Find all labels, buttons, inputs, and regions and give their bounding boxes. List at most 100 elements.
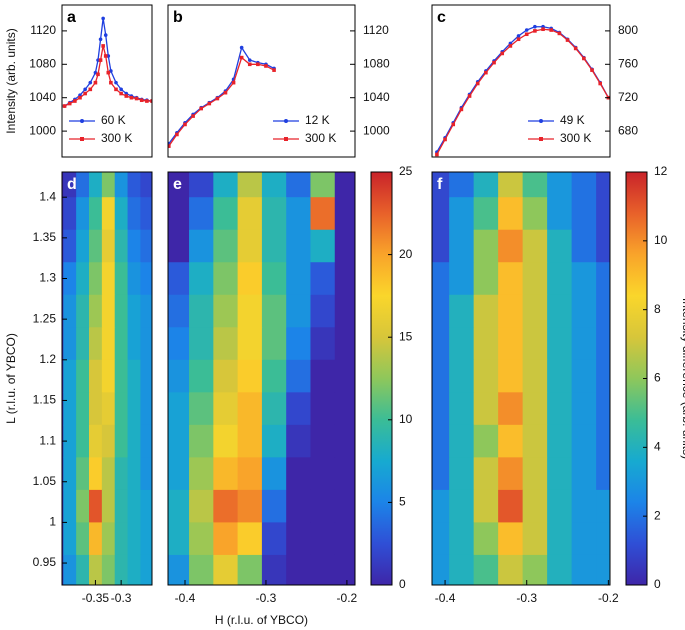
- legend-marker: [539, 137, 543, 141]
- heatmap-cell: [334, 294, 355, 328]
- heatmap-cell: [237, 522, 263, 556]
- heatmap-cell: [473, 229, 499, 263]
- heatmap-cell: [432, 392, 450, 426]
- heatmap-cell: [261, 359, 287, 393]
- heatmap-cell: [213, 489, 239, 523]
- y-tick-label: 1080: [29, 56, 56, 70]
- heatmap-cell: [189, 424, 214, 458]
- heatmap-cell: [310, 489, 336, 523]
- heatmap-cell: [168, 327, 190, 361]
- heatmap-cell: [498, 262, 524, 296]
- heatmap-cell: [213, 554, 239, 585]
- x-tick-label: -0.2: [598, 591, 619, 605]
- heatmap-cell: [237, 359, 263, 393]
- heatmap-cell: [76, 457, 90, 491]
- heatmap-cell: [213, 197, 239, 231]
- heatmap-cell: [522, 554, 548, 585]
- x-tick-label: -0.3: [256, 591, 277, 605]
- heatmap-cell: [571, 424, 597, 458]
- heatmap-cell: [596, 392, 610, 426]
- legend-label: 12 K: [305, 113, 330, 127]
- series-line: [436, 28, 609, 155]
- heatmap-cell: [473, 424, 499, 458]
- point: [119, 87, 123, 92]
- heatmap-cell: [213, 457, 239, 491]
- heatmap-cell: [334, 522, 355, 556]
- heatmap-cell: [189, 457, 214, 491]
- heatmap-cell: [522, 294, 548, 328]
- heatmap-cell: [114, 262, 129, 296]
- point: [467, 94, 472, 98]
- heatmap-cell: [334, 229, 355, 263]
- heatmap-cell: [571, 359, 597, 393]
- heatmap-cell: [127, 554, 141, 585]
- heatmap-cell: [498, 392, 524, 426]
- heatmap-cell: [432, 489, 450, 523]
- heatmap-cell: [547, 262, 573, 296]
- heatmap-cell: [89, 489, 103, 523]
- y-tick-label: 800: [618, 23, 638, 37]
- heatmap-cell: [286, 489, 311, 523]
- heatmap-cell: [596, 197, 610, 231]
- point: [101, 16, 105, 21]
- heatmap-cell: [237, 457, 263, 491]
- heatmap-cell: [168, 554, 190, 585]
- colorbar-tick-label: 10: [654, 233, 668, 247]
- heatmap-cell: [213, 359, 239, 393]
- heatmap-cell: [547, 489, 573, 523]
- heatmap-cell: [114, 392, 129, 426]
- y-tick-label: 680: [618, 123, 638, 137]
- point: [239, 55, 244, 60]
- heatmap-cell: [547, 327, 573, 361]
- point: [435, 152, 439, 157]
- heatmap-cell: [571, 522, 597, 556]
- heatmap-cell: [432, 457, 450, 491]
- heatmap-cell: [101, 457, 116, 491]
- heatmap-cell: [547, 172, 573, 198]
- heatmap-cell: [473, 522, 499, 556]
- heatmap-cell: [334, 457, 355, 491]
- heatmap-cell: [213, 424, 239, 458]
- heatmap-cell: [237, 294, 263, 328]
- heatmap-cell: [189, 172, 214, 198]
- point: [582, 56, 586, 61]
- heatmap-cell: [498, 522, 524, 556]
- heatmap-cell: [522, 424, 548, 458]
- heatmap-cell: [596, 172, 610, 198]
- heatmap-cell: [522, 262, 548, 296]
- heatmap-cell: [127, 172, 141, 198]
- heatmap-cell: [432, 554, 450, 585]
- heatmap-cell: [449, 229, 475, 263]
- heatmap-cell: [286, 172, 311, 198]
- heatmap-cell: [522, 197, 548, 231]
- point: [207, 101, 212, 106]
- heatmap-cell: [261, 294, 287, 328]
- heatmap-cell: [498, 457, 524, 491]
- heatmap-cell: [473, 457, 499, 491]
- heatmap-cell: [310, 554, 336, 585]
- heatmap-cell: [140, 229, 152, 263]
- point: [98, 37, 103, 42]
- heatmap-cell: [449, 294, 475, 328]
- legend-marker: [80, 137, 84, 141]
- heatmap-cell: [189, 522, 214, 556]
- y-tick-label: 1120: [30, 23, 56, 37]
- heatmap-cell: [286, 327, 311, 361]
- point: [83, 91, 87, 96]
- heatmap-cell: [140, 489, 152, 523]
- heatmap-cell: [473, 262, 499, 296]
- heatmap-cell: [114, 172, 129, 198]
- colorbar-tick-label: 6: [654, 371, 661, 385]
- heatmap-cell: [168, 229, 190, 263]
- heatmap-cell: [473, 554, 499, 585]
- y-tick-label: 1.25: [33, 311, 57, 325]
- y-tick-label: 1: [49, 515, 56, 529]
- y-tick-label: 1120: [363, 23, 389, 37]
- heatmap-cell: [261, 172, 287, 198]
- heatmap-cell: [101, 359, 116, 393]
- colorbar-tick-label: 0: [654, 577, 661, 591]
- heatmap-cell: [114, 294, 129, 328]
- point: [459, 107, 464, 112]
- heatmap-cell: [114, 424, 129, 458]
- x-tick-label: -0.35: [82, 591, 110, 605]
